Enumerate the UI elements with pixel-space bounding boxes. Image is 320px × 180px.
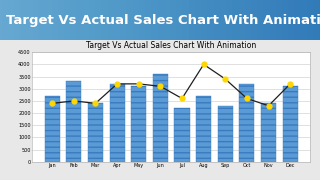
Text: Target Vs Actual Sales Chart With Animation: Target Vs Actual Sales Chart With Animat… [6,14,320,27]
